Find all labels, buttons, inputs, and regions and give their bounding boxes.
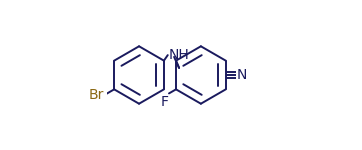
Text: NH: NH: [168, 48, 189, 62]
Text: Br: Br: [89, 88, 104, 102]
Text: N: N: [237, 68, 247, 82]
Text: F: F: [161, 95, 169, 109]
